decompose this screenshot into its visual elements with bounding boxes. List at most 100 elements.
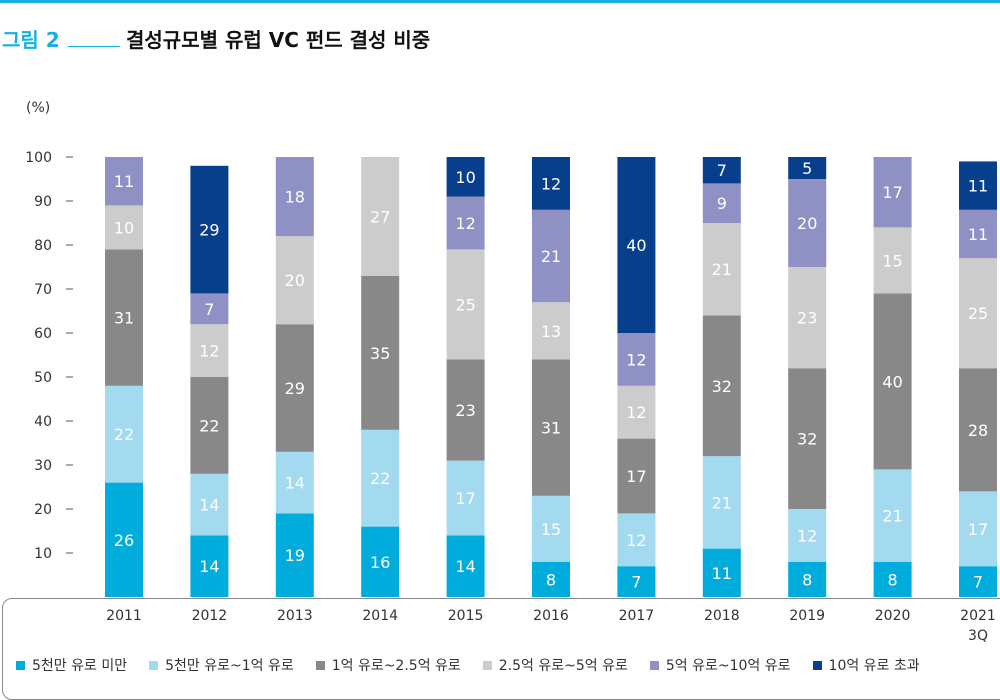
bar-segment [959, 566, 997, 597]
bar-value-label: 32 [712, 377, 732, 396]
x-tick-label: 2011 [106, 608, 142, 624]
legend-item: 2.5억 유로~5억 유로 [482, 655, 628, 675]
bar-value-label: 8 [546, 570, 556, 589]
y-unit-label: (%) [26, 100, 51, 116]
bar-segment [959, 368, 997, 492]
legend-label: 10억 유로 초과 [828, 658, 920, 674]
bar-segment [702, 223, 741, 316]
bar-segment [190, 165, 229, 294]
bar-value-label: 29 [199, 221, 219, 240]
x-tick-label: 2012 [192, 608, 228, 624]
bar-segment [275, 513, 314, 597]
bar-segment [617, 333, 656, 386]
bar-value-label: 28 [968, 421, 988, 440]
bar-value-label: 12 [199, 342, 219, 361]
bar-segment [788, 561, 827, 597]
legend-swatch [315, 660, 325, 670]
bar-value-label: 23 [455, 401, 475, 420]
bar-value-label: 14 [455, 557, 475, 576]
stacked-bar-chart: 1020304050607080901002622311011201114142… [25, 150, 997, 644]
bar-segment [275, 324, 314, 452]
legend-label: 2.5억 유로~5억 유로 [498, 658, 628, 674]
bar-segment [105, 157, 143, 206]
bar-value-label: 21 [882, 507, 902, 526]
bar-value-label: 20 [285, 271, 305, 290]
legend-item: 1억 유로~2.5억 유로 [315, 655, 461, 675]
bar-segment [532, 495, 570, 562]
bar-value-label: 16 [370, 553, 390, 572]
bar-segment [617, 385, 656, 439]
bar-value-label: 23 [797, 309, 817, 328]
y-tick-label: 60 [34, 326, 52, 342]
bar-segment [873, 469, 912, 562]
legend-label: 5억 유로~10억 유로 [665, 658, 791, 674]
bar-value-label: 40 [626, 236, 646, 255]
bar-value-label: 12 [626, 350, 646, 369]
bar-segment [361, 526, 400, 597]
bar-segment [446, 249, 485, 360]
bar-value-label: 5 [802, 159, 812, 178]
bar-value-label: 8 [888, 570, 898, 589]
bar-value-label: 9 [717, 194, 727, 213]
bar-segment [190, 535, 229, 597]
bar-value-label: 22 [114, 425, 134, 444]
bar-segment [959, 258, 997, 369]
bar-value-label: 17 [626, 467, 646, 486]
bar-value-label: 22 [370, 469, 390, 488]
bar-value-label: 11 [968, 177, 988, 196]
bar-value-label: 29 [285, 379, 305, 398]
bar-segment [190, 293, 229, 325]
bar-value-label: 17 [455, 489, 475, 508]
bar-segment [959, 209, 997, 259]
bar-segment [446, 460, 485, 536]
bar-value-label: 19 [285, 546, 305, 565]
chart-title: 결성규모별 유럽 VC 펀드 결성 비중 [126, 28, 431, 52]
y-tick-label: 10 [34, 546, 52, 562]
bar-segment [105, 249, 143, 386]
bar-value-label: 7 [204, 300, 214, 319]
bar-segment [788, 368, 827, 509]
bar-segment [702, 315, 741, 457]
bar-value-label: 27 [370, 207, 390, 226]
bar-segment [275, 157, 314, 237]
bar-value-label: 14 [285, 474, 305, 493]
x-tick-label: 2016 [533, 608, 569, 624]
bar-segment [190, 324, 229, 377]
bar-segment [702, 548, 741, 597]
bar-segment [532, 157, 570, 210]
bar-segment [617, 566, 656, 597]
bar-value-label: 14 [199, 557, 219, 576]
bar-value-label: 8 [802, 570, 812, 589]
bar-segment [361, 429, 400, 527]
legend-item: 5억 유로~10억 유로 [649, 655, 791, 675]
bar-segment [788, 267, 827, 369]
bar-value-label: 21 [712, 493, 732, 512]
legend-item: 10억 유로 초과 [812, 655, 920, 675]
x-tick-label: 2015 [448, 608, 484, 624]
x-tick-label: 2021 [960, 608, 996, 624]
bar-value-label: 14 [199, 496, 219, 515]
bar-segment [446, 359, 485, 461]
bar-value-label: 31 [114, 309, 134, 328]
top-rule [0, 0, 1000, 3]
bar-value-label: 22 [199, 416, 219, 435]
y-tick-label: 80 [34, 238, 52, 254]
bar-segment [446, 535, 485, 597]
bar-value-label: 25 [968, 304, 988, 323]
y-tick-label: 30 [34, 458, 52, 474]
bar-segment [275, 236, 314, 325]
bar-value-label: 11 [712, 564, 732, 583]
legend-swatch [16, 660, 25, 670]
bar-value-label: 11 [968, 225, 988, 244]
bar-segment [532, 561, 570, 597]
bar-value-label: 7 [717, 161, 727, 180]
bar-value-label: 7 [973, 573, 983, 592]
bar-value-label: 17 [968, 520, 988, 539]
x-tick-label: 2017 [619, 608, 655, 624]
bar-segment [873, 293, 912, 470]
bar-segment [446, 196, 485, 250]
legend-swatch [149, 660, 159, 670]
bar-value-label: 12 [797, 526, 817, 545]
bar-value-label: 12 [455, 214, 475, 233]
y-tick-label: 40 [34, 414, 52, 430]
